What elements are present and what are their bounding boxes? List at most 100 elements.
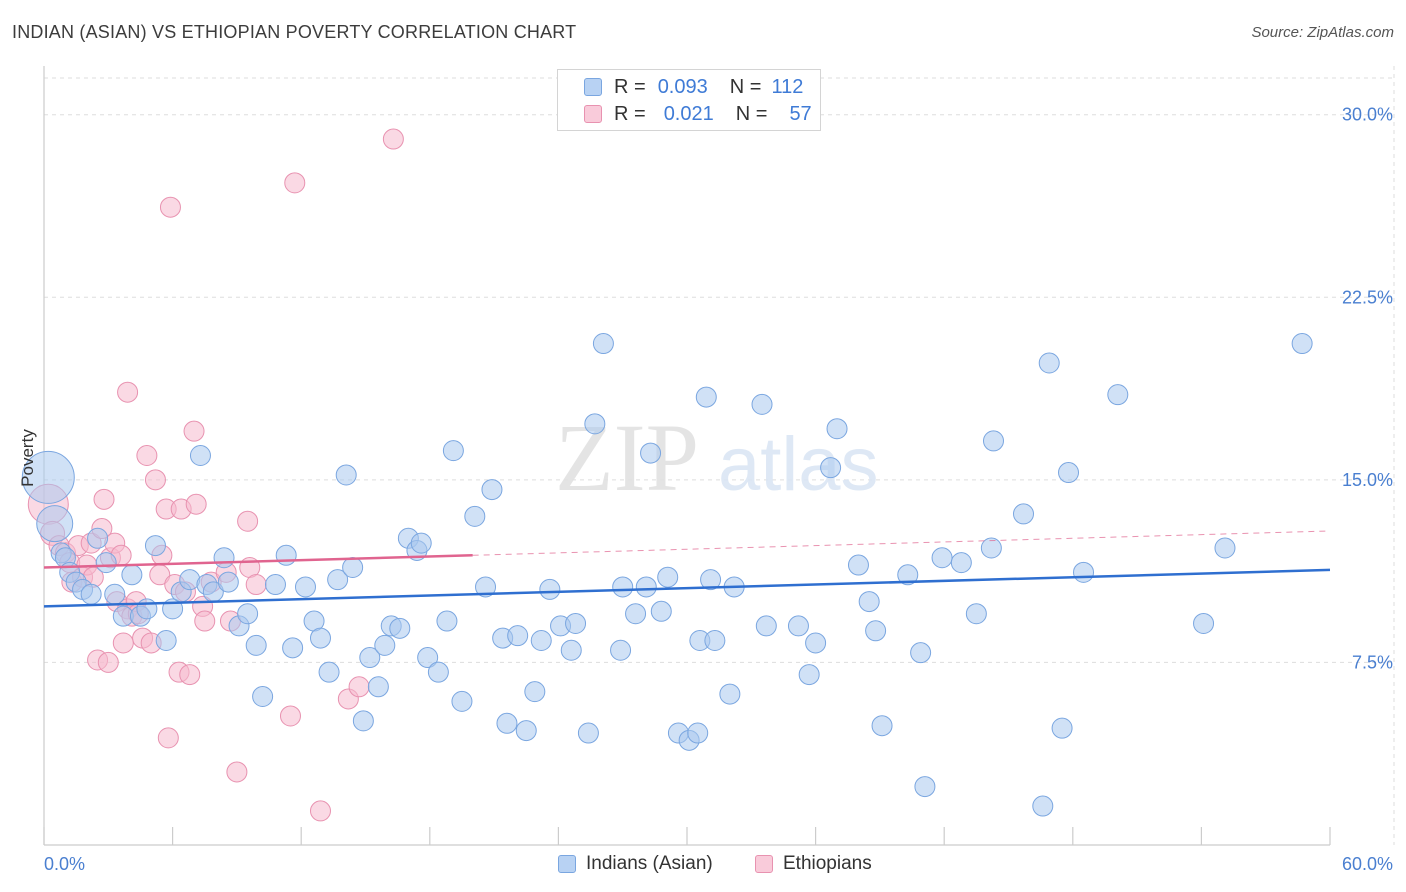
indian-point: [1073, 561, 1095, 583]
indian-point: [657, 566, 679, 588]
ethiopian-point: [348, 676, 370, 698]
indian-point: [252, 686, 274, 708]
indian-point: [367, 676, 389, 698]
trend-lines: [43, 530, 1331, 608]
indian-point: [496, 712, 518, 734]
legend-n-value: 112: [771, 75, 804, 98]
indian-point: [980, 537, 1002, 559]
indian-point: [565, 612, 587, 634]
legend-r-value: 0.021: [663, 102, 714, 125]
indian-point: [700, 569, 722, 591]
ethiopian-point: [179, 664, 201, 686]
indian-point: [410, 532, 432, 554]
indian-point: [1013, 503, 1035, 525]
bottom-legend-ethiopians[interactable]: Ethiopians: [755, 851, 872, 877]
ethiopian-point: [112, 632, 134, 654]
y-tick-label: 15.0%: [1342, 470, 1393, 490]
legend-swatch-blue: [558, 855, 576, 873]
indian-point: [530, 630, 552, 652]
indian-point: [417, 647, 439, 669]
legend-swatch-pink: [584, 105, 602, 123]
y-tick-label: 7.5%: [1352, 652, 1393, 672]
ethiopian-point: [194, 610, 216, 632]
indian-point: [1051, 717, 1073, 739]
indian-point: [1214, 537, 1236, 559]
indian-point: [245, 634, 267, 656]
indian-point: [577, 722, 599, 744]
indian-point: [612, 576, 634, 598]
indian-point: [309, 627, 331, 649]
legend-r-value: 0.093: [657, 75, 708, 98]
x-tick-label: 60.0%: [1342, 854, 1393, 874]
indian-point: [820, 457, 842, 479]
ethiopian-point: [279, 705, 301, 727]
indian-point: [847, 554, 869, 576]
x-tick-label: 0.0%: [44, 854, 85, 874]
ethiopian-point: [183, 420, 205, 442]
indian-point: [1193, 612, 1215, 634]
indian-point: [352, 710, 374, 732]
indian-point: [155, 630, 177, 652]
ethiopians-trend-line: [43, 554, 473, 569]
indian-point: [539, 578, 561, 600]
indian-point: [1032, 795, 1054, 817]
indian-point: [950, 552, 972, 574]
indian-point: [436, 610, 458, 632]
source-credit: Source: ZipAtlas.com: [1251, 24, 1394, 41]
indian-point: [635, 576, 657, 598]
indian-point: [755, 615, 777, 637]
indian-point: [687, 722, 709, 744]
ethiopian-point: [93, 488, 115, 510]
indian-point: [798, 664, 820, 686]
watermark-atlas: atlas: [718, 422, 879, 507]
legend-row-indians[interactable]: R = 0.093 N = 112: [584, 75, 803, 99]
indian-point: [217, 571, 239, 593]
ethiopian-point: [159, 196, 181, 218]
ethiopian-point: [185, 493, 207, 515]
legend-row-ethiopians[interactable]: R = 0.021 N = 57: [584, 102, 812, 126]
indian-point: [524, 681, 546, 703]
indian-point: [136, 598, 158, 620]
indian-point: [914, 776, 936, 798]
indian-point: [389, 617, 411, 639]
bottom-legend-indians[interactable]: Indians (Asian): [558, 851, 713, 877]
indian-point: [584, 413, 606, 435]
indian-point: [910, 642, 932, 664]
indian-point: [451, 690, 473, 712]
indian-point: [342, 556, 364, 578]
ethiopians-trend-extension: [472, 530, 1331, 556]
indians-trend-line: [43, 568, 1331, 608]
ethiopian-point: [284, 172, 306, 194]
indian-point: [826, 418, 848, 440]
indian-point: [865, 620, 887, 642]
indian-point: [359, 647, 381, 669]
indian-point: [1038, 352, 1060, 374]
indian-point: [318, 661, 340, 683]
indian-point: [327, 569, 349, 591]
legend-label-ethiopians: Ethiopians: [783, 853, 872, 874]
ethiopian-point: [136, 445, 158, 466]
indian-point: [36, 505, 74, 543]
legend-n-label: N =: [735, 102, 768, 125]
indian-point: [751, 393, 773, 415]
indian-point: [704, 630, 726, 652]
legend-swatch-blue: [584, 78, 602, 96]
indian-point: [121, 564, 143, 586]
indian-point: [931, 547, 953, 569]
ethiopian-point: [97, 651, 119, 673]
tick-labels: 7.5% 15.0% 22.5% 30.0% 0.0% 60.0%: [44, 105, 1393, 874]
legend-r-label: R =: [614, 102, 646, 125]
watermark: ZIP atlas: [555, 404, 879, 511]
indian-point: [787, 615, 809, 637]
indian-point: [282, 637, 304, 659]
indian-point: [21, 450, 75, 504]
indians-points: [21, 333, 1313, 817]
indian-point: [213, 547, 235, 569]
indian-point: [294, 576, 316, 598]
stats-legend: R = 0.093 N = 112 R = 0.021 N = 57: [557, 69, 821, 131]
indian-point: [237, 603, 259, 625]
indian-point: [475, 576, 497, 598]
indian-point: [610, 639, 632, 661]
ethiopian-point: [309, 800, 331, 822]
